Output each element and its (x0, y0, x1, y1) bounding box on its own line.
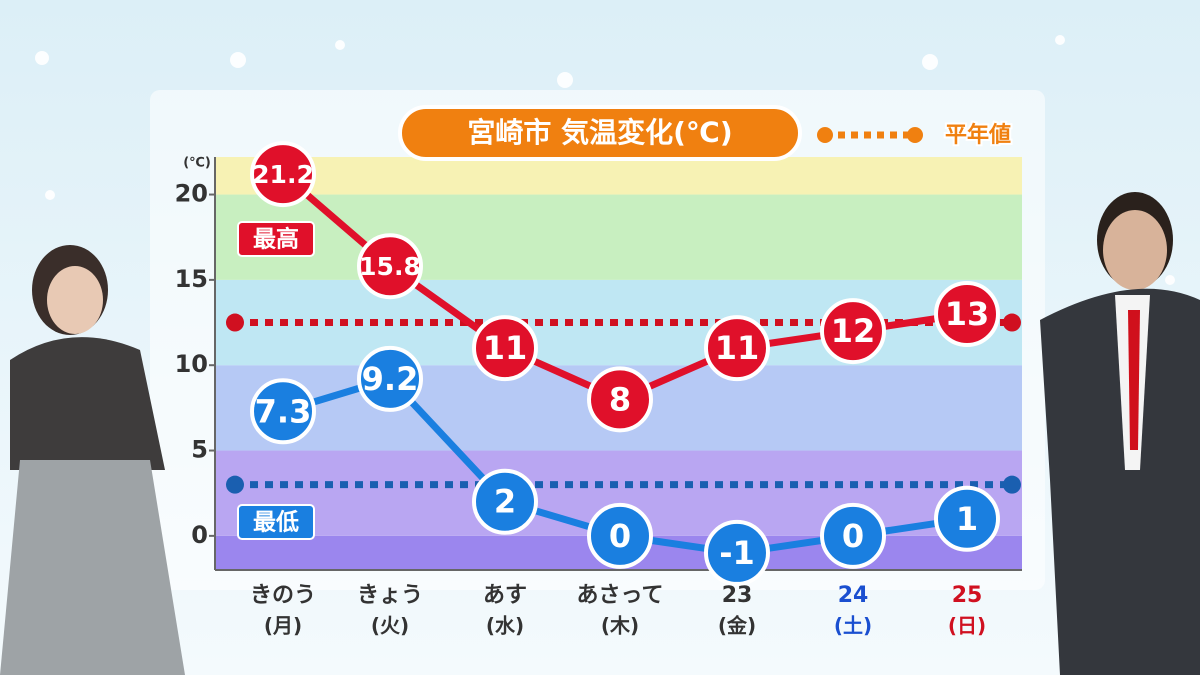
data-label: 0 (609, 517, 631, 555)
normal-dot (1003, 313, 1021, 332)
point (250, 141, 316, 208)
data-label: 11 (715, 329, 760, 367)
y-tick-label: 15 (175, 265, 208, 293)
y-tick-label: 20 (175, 180, 208, 208)
data-label: -1 (719, 534, 755, 572)
data-label: 2 (494, 483, 516, 521)
point (704, 315, 770, 382)
temp-band (215, 157, 1022, 195)
legend-label: 最低 (253, 510, 299, 536)
x-tick-day: (金) (718, 614, 756, 638)
x-tick-day: (日) (948, 614, 986, 638)
point (934, 485, 1000, 552)
y-tick-label: 0 (191, 521, 208, 549)
data-label: 8 (609, 380, 631, 418)
x-tick-label: きょう (357, 583, 423, 608)
x-tick-day: (月) (264, 614, 302, 638)
data-label: 11 (483, 329, 528, 367)
point (587, 502, 653, 569)
x-tick-day: (火) (371, 614, 409, 638)
point (250, 378, 316, 445)
series-badge (237, 504, 315, 540)
legend-label: 平年値 (945, 122, 1011, 148)
point (820, 502, 886, 569)
x-tick-label: 25 (952, 583, 983, 608)
x-tick-day: (土) (834, 614, 872, 638)
snow (35, 35, 1175, 285)
point (472, 468, 538, 535)
normal-dot (226, 475, 244, 494)
x-tick-label: あす (483, 583, 527, 608)
point (704, 519, 770, 586)
x-tick-label: あさって (577, 583, 664, 608)
chart-title: 宮崎市 気温変化(℃) (467, 116, 732, 149)
x-tick-day: (水) (486, 614, 524, 638)
data-label: 15.8 (359, 252, 421, 281)
point (587, 366, 653, 433)
data-label: 9.2 (362, 360, 419, 398)
x-tick-day: (木) (601, 614, 639, 638)
plot (209, 157, 1022, 571)
data-label: 0 (842, 517, 864, 555)
title-badge (398, 105, 802, 161)
point (934, 281, 1000, 348)
x-tick-label: 23 (722, 583, 753, 608)
series-badge (237, 221, 315, 257)
data-label: 21.2 (252, 160, 314, 189)
x-tick-label: 24 (838, 583, 869, 608)
data-label: 1 (956, 500, 978, 538)
legend-label: 最高 (253, 226, 299, 253)
legend-dot (907, 127, 923, 143)
y-tick-label: 5 (191, 436, 208, 464)
y-tick-label: 10 (175, 350, 208, 378)
normal-dot (226, 313, 244, 332)
legend-dot (817, 127, 833, 143)
data-label: 12 (831, 312, 876, 350)
y-unit: (℃) (183, 156, 211, 171)
x-tick-label: きのう (250, 583, 316, 608)
point (472, 315, 538, 382)
data-label: 13 (945, 295, 990, 333)
presenter-right (1040, 192, 1200, 675)
point (357, 345, 423, 412)
point (820, 298, 886, 365)
data-label: 7.3 (255, 392, 312, 430)
normal-dot (1003, 475, 1021, 494)
presenter-left (0, 245, 454, 675)
temp-band (215, 194, 1022, 280)
point (357, 233, 423, 300)
